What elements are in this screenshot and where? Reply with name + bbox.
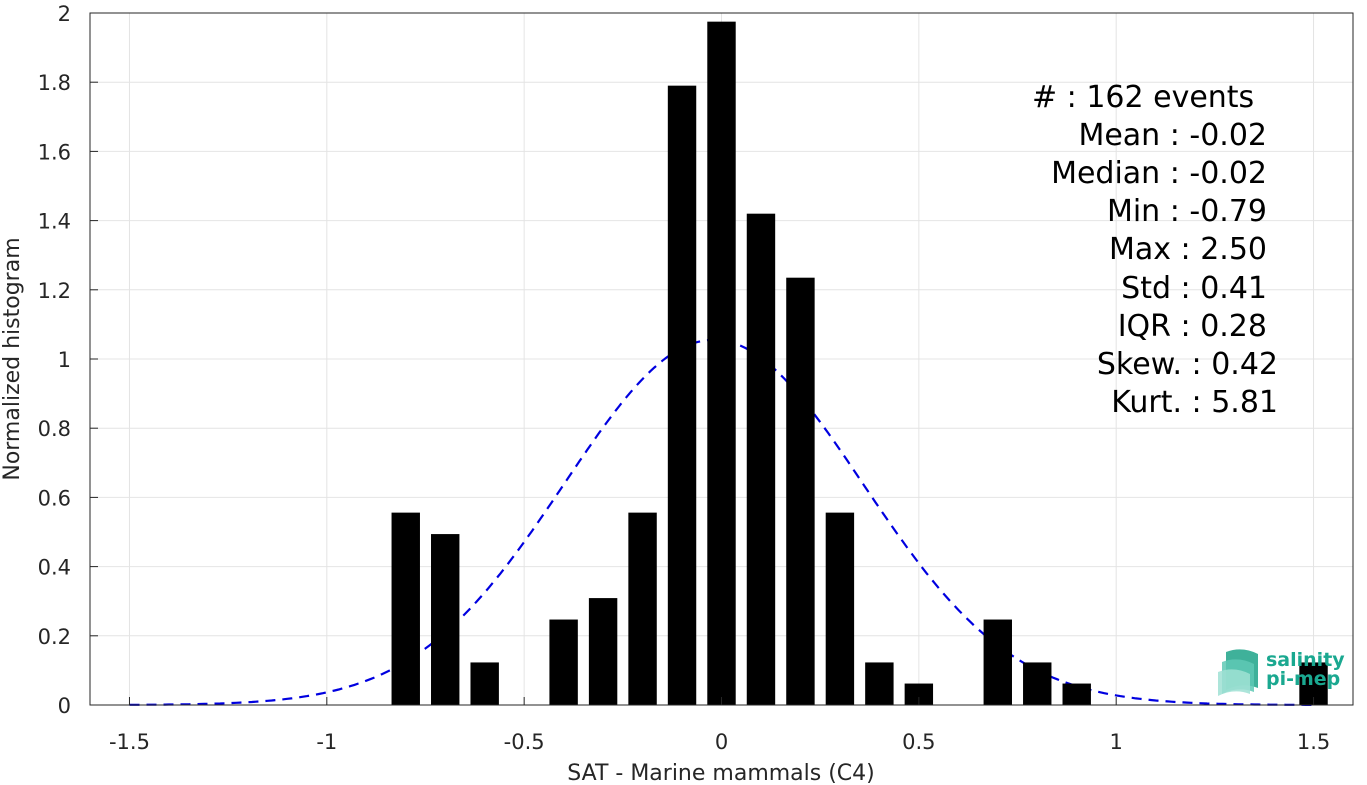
- histogram-bar: [746, 213, 776, 705]
- histogram-bar: [786, 277, 815, 705]
- x-tick-label: -1: [316, 730, 337, 754]
- wave-logo-icon: [1218, 649, 1258, 696]
- stat-max: Max : 2.50: [1109, 232, 1267, 267]
- y-tick-label: 0.4: [38, 556, 71, 580]
- plot-frame: [89, 12, 1354, 706]
- y-tick-label: 0.2: [38, 625, 71, 649]
- histogram-bar: [391, 512, 420, 705]
- stat-skew: Skew. : 0.42: [1097, 347, 1278, 382]
- histogram-bar: [549, 619, 578, 705]
- x-tick-label: 1.5: [1297, 730, 1330, 754]
- histogram-bar: [667, 85, 697, 705]
- histogram-bar: [707, 21, 736, 705]
- y-tick-label: 1.8: [38, 71, 71, 95]
- histogram-bar: [865, 662, 894, 705]
- x-axis-label: SAT - Marine mammals (C4): [567, 761, 875, 785]
- stat-median: Median : -0.02: [1051, 156, 1267, 191]
- stats-box: # : 162 events Mean : -0.02 Median : -0.…: [1032, 80, 1278, 420]
- x-tick-label: 1: [1110, 730, 1123, 754]
- x-axis-ticks: -1.5 -1 -0.5 0 0.5 1 1.5: [109, 697, 1330, 754]
- histogram-bar: [1023, 662, 1052, 705]
- x-tick-label: 0.5: [902, 730, 935, 754]
- y-axis-label: Normalized histogram: [0, 237, 25, 480]
- y-tick-label: 1.4: [38, 210, 71, 234]
- histogram-bar: [628, 512, 657, 705]
- y-tick-label: 0.8: [38, 417, 71, 441]
- stat-iqr: IQR : 0.28: [1118, 309, 1267, 344]
- salinity-pimep-logo: salinity pi-mep: [1218, 649, 1345, 696]
- y-tick-label: 2: [58, 2, 71, 26]
- stat-kurt: Kurt. : 5.81: [1111, 385, 1278, 420]
- normal-fit-curve: [129, 338, 1314, 707]
- x-tick-label: -0.5: [504, 730, 545, 754]
- x-tick-label: -1.5: [109, 730, 150, 754]
- y-tick-label: 1.6: [38, 140, 71, 164]
- histogram-bar: [825, 512, 855, 705]
- histogram-bar: [588, 598, 618, 705]
- logo-line1: salinity: [1266, 649, 1345, 671]
- histogram-bar: [431, 534, 460, 705]
- stat-mean: Mean : -0.02: [1078, 118, 1267, 153]
- histogram-bar: [983, 619, 1012, 705]
- y-tick-label: 1: [58, 348, 71, 372]
- bars: [391, 21, 1328, 705]
- stat-std: Std : 0.41: [1121, 271, 1267, 306]
- histogram-bar: [1062, 683, 1091, 705]
- y-tick-label: 0: [58, 694, 71, 718]
- y-tick-label: 0.6: [38, 486, 71, 510]
- histogram-bar: [904, 683, 934, 705]
- histogram-bar: [470, 662, 499, 705]
- x-tick-label: 0: [715, 730, 728, 754]
- fit-curve-layer: [129, 338, 1314, 707]
- y-tick-label: 1.2: [38, 279, 71, 303]
- logo-line2: pi-mep: [1266, 668, 1340, 690]
- stat-min: Min : -0.79: [1107, 194, 1267, 229]
- stat-events: # : 162 events: [1032, 80, 1254, 115]
- y-axis-ticks: 0 0.2 0.4 0.6 0.8 1 1.2 1.4 1.6 1.8 2: [38, 2, 98, 718]
